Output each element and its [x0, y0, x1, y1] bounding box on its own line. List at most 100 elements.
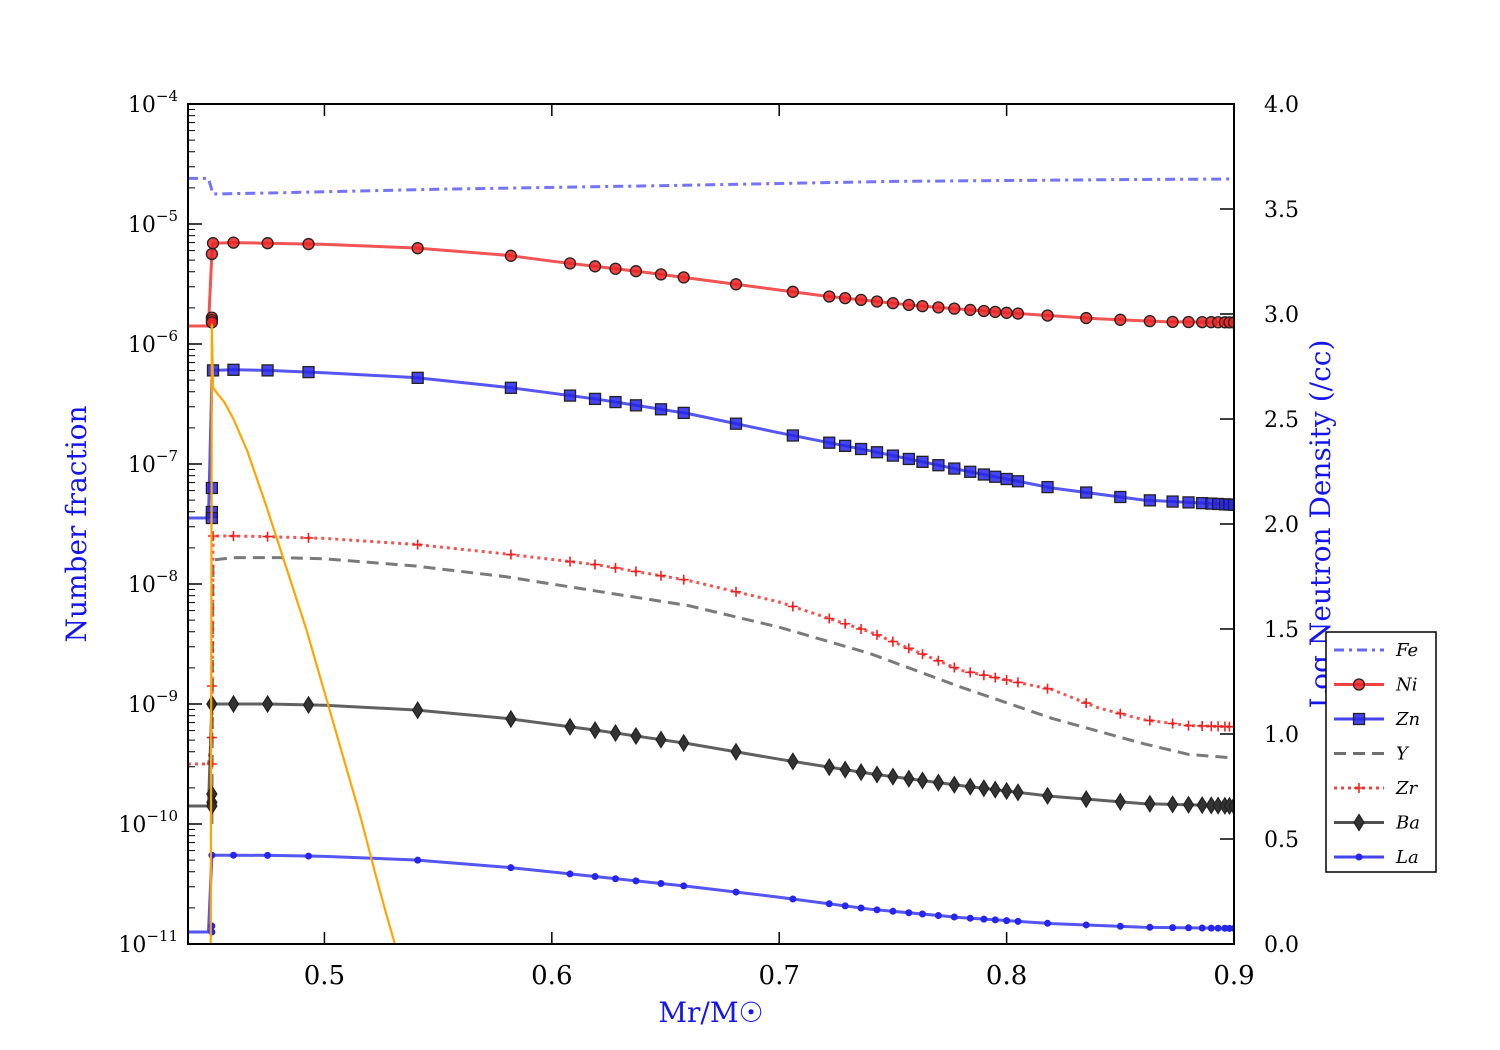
y-left-tick-exponent: −10 — [146, 807, 178, 825]
series-marker-ba — [609, 723, 622, 743]
legend-entry-ba: Ba — [1334, 813, 1420, 834]
series-marker-ni — [839, 292, 852, 305]
series-marker-zr — [228, 531, 239, 541]
series-line-zr — [188, 534, 1234, 766]
series-marker-la — [632, 877, 640, 885]
series-marker-ni — [588, 260, 602, 273]
legend-marker-ba — [1353, 813, 1365, 832]
series-marker-zr — [856, 624, 867, 634]
series-marker-ni — [563, 257, 577, 270]
series-marker-la — [305, 852, 313, 860]
series-marker-zn — [823, 436, 836, 449]
series-marker-zn — [609, 395, 622, 409]
series-marker-zr — [978, 670, 989, 681]
series-marker-zn — [902, 452, 915, 466]
series-marker-ni — [989, 305, 1002, 319]
series-marker-ni — [1227, 316, 1234, 329]
series-marker-zr — [933, 655, 944, 666]
series-marker-la — [1082, 921, 1090, 929]
legend-label: Zr — [1395, 778, 1419, 799]
series-marker-ni — [932, 301, 945, 314]
series-marker-ba — [1166, 795, 1179, 814]
series-marker-ni — [977, 304, 991, 318]
y-left-tick-exponent: −4 — [156, 87, 178, 105]
series-marker-zn — [1000, 472, 1013, 486]
series-marker-zn — [504, 381, 518, 394]
series-marker-zn — [1080, 486, 1093, 499]
plot-area — [188, 176, 1234, 944]
y-left-tick-base: 10 — [128, 213, 156, 238]
series-marker-la — [905, 909, 913, 917]
series-marker-ni — [629, 265, 643, 278]
x-tick-label: 0.6 — [531, 961, 572, 991]
series-marker-zr — [262, 531, 273, 542]
series-marker-ni — [902, 298, 915, 312]
series-marker-la — [507, 864, 515, 872]
y-left-tick-base: 10 — [118, 933, 146, 958]
y-right-tick-label: 4.0 — [1264, 93, 1299, 118]
series-marker-zr — [787, 601, 798, 612]
series-marker-zr — [840, 618, 851, 629]
series-marker-ba — [1144, 794, 1156, 813]
y-left-tick-label: 10−6 — [128, 327, 178, 358]
y-left-tick-exponent: −5 — [156, 207, 178, 225]
series-marker-ni — [654, 268, 668, 281]
series-marker-zn — [870, 446, 884, 459]
series-marker-zn — [729, 417, 743, 430]
y-right-tick-label: 3.5 — [1264, 198, 1299, 223]
y-left-tick-exponent: −11 — [146, 927, 178, 945]
series-marker-zn — [227, 363, 240, 376]
x-axis: 0.5 0.6 0.7 0.8 0.9 — [304, 104, 1255, 991]
series-marker-zr — [655, 570, 666, 581]
y-left-tick-label: 10−5 — [128, 207, 178, 238]
series-marker-ba — [505, 709, 517, 729]
series-marker-ba — [1196, 796, 1208, 815]
series-marker-la — [841, 902, 849, 910]
x-tick-label: 0.9 — [1213, 961, 1254, 991]
y-left-tick-base: 10 — [128, 573, 156, 598]
series-marker-ba — [678, 733, 690, 753]
series-marker-ni — [886, 297, 900, 310]
series-marker-ni — [206, 237, 220, 250]
series-marker-la — [591, 873, 599, 881]
series-marker-zn — [629, 399, 643, 412]
series-ba — [188, 694, 1234, 816]
series-marker-zn — [948, 462, 961, 475]
y-left-tick-base: 10 — [128, 93, 156, 118]
series-marker-la — [950, 913, 958, 921]
x-tick-label: 0.5 — [304, 961, 345, 991]
y-left-tick-label: 10−11 — [118, 927, 178, 958]
series-marker-ni — [729, 278, 743, 291]
y-left-tick-exponent: −6 — [156, 327, 178, 345]
series-marker-zn — [563, 389, 577, 402]
series-marker-zr — [965, 667, 976, 678]
series-marker-ni — [1011, 307, 1025, 320]
series-marker-ni — [302, 237, 315, 251]
series-marker-la — [611, 875, 619, 883]
series-marker-la — [566, 870, 574, 878]
legend-label: Fe — [1395, 640, 1418, 661]
series-marker-ba — [411, 701, 424, 720]
y-right-tick-label: 1.0 — [1264, 723, 1299, 748]
legend-marker-ni — [1352, 678, 1366, 691]
y-left-tick-label: 10−10 — [118, 807, 178, 838]
series-marker-la — [934, 912, 942, 919]
series-marker-la — [980, 915, 988, 923]
series-marker-ba — [839, 760, 851, 779]
series-marker-ni — [1166, 315, 1179, 329]
series-marker-zr — [1042, 683, 1053, 694]
series-marker-zr — [824, 613, 835, 624]
series-marker-ba — [916, 771, 929, 790]
series-marker-zr — [1197, 720, 1208, 731]
series-marker-zr — [1183, 720, 1194, 731]
series-marker-zr — [565, 556, 576, 567]
series-marker-ba — [730, 742, 742, 761]
series-marker-zn — [1114, 490, 1127, 504]
legend: Fe Ni Zn Y Zr Ba La — [1325, 631, 1437, 873]
neutron-density-line — [209, 323, 396, 944]
series-marker-zr — [1001, 675, 1012, 685]
series-marker-zr — [871, 629, 882, 640]
legend-label: Y — [1396, 744, 1410, 765]
y-left-tick-label: 10−4 — [128, 87, 178, 118]
